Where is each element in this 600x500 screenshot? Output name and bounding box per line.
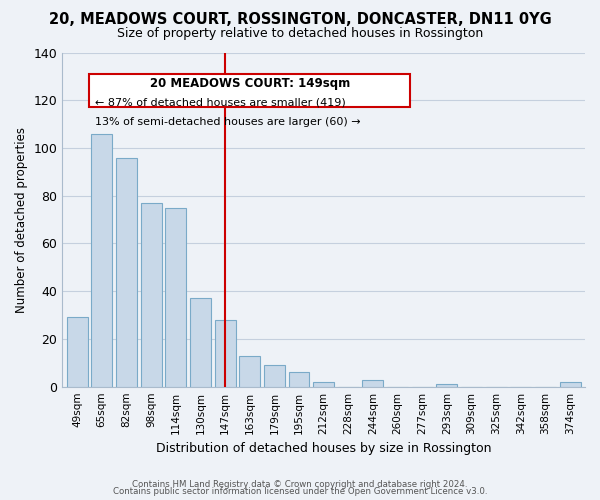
Bar [436,384,457,386]
Bar [313,382,334,386]
Y-axis label: Number of detached properties: Number of detached properties [15,126,28,312]
Text: Contains HM Land Registry data © Crown copyright and database right 2024.: Contains HM Land Registry data © Crown c… [132,480,468,489]
Text: 20, MEADOWS COURT, ROSSINGTON, DONCASTER, DN11 0YG: 20, MEADOWS COURT, ROSSINGTON, DONCASTER… [49,12,551,28]
Bar [165,208,186,386]
Text: Contains public sector information licensed under the Open Government Licence v3: Contains public sector information licen… [113,488,487,496]
Bar [91,134,112,386]
Bar [560,382,581,386]
Bar [362,380,383,386]
Bar [116,158,137,386]
X-axis label: Distribution of detached houses by size in Rossington: Distribution of detached houses by size … [156,442,491,455]
Bar [264,365,285,386]
Bar [140,203,161,386]
Bar [239,356,260,386]
Bar [190,298,211,386]
Bar [67,318,88,386]
Text: 13% of semi-detached houses are larger (60) →: 13% of semi-detached houses are larger (… [95,118,360,128]
Text: 20 MEADOWS COURT: 149sqm: 20 MEADOWS COURT: 149sqm [149,78,350,90]
Bar [215,320,236,386]
Text: ← 87% of detached houses are smaller (419): ← 87% of detached houses are smaller (41… [95,98,346,108]
Bar [289,372,310,386]
FancyBboxPatch shape [89,74,410,108]
Text: Size of property relative to detached houses in Rossington: Size of property relative to detached ho… [117,28,483,40]
